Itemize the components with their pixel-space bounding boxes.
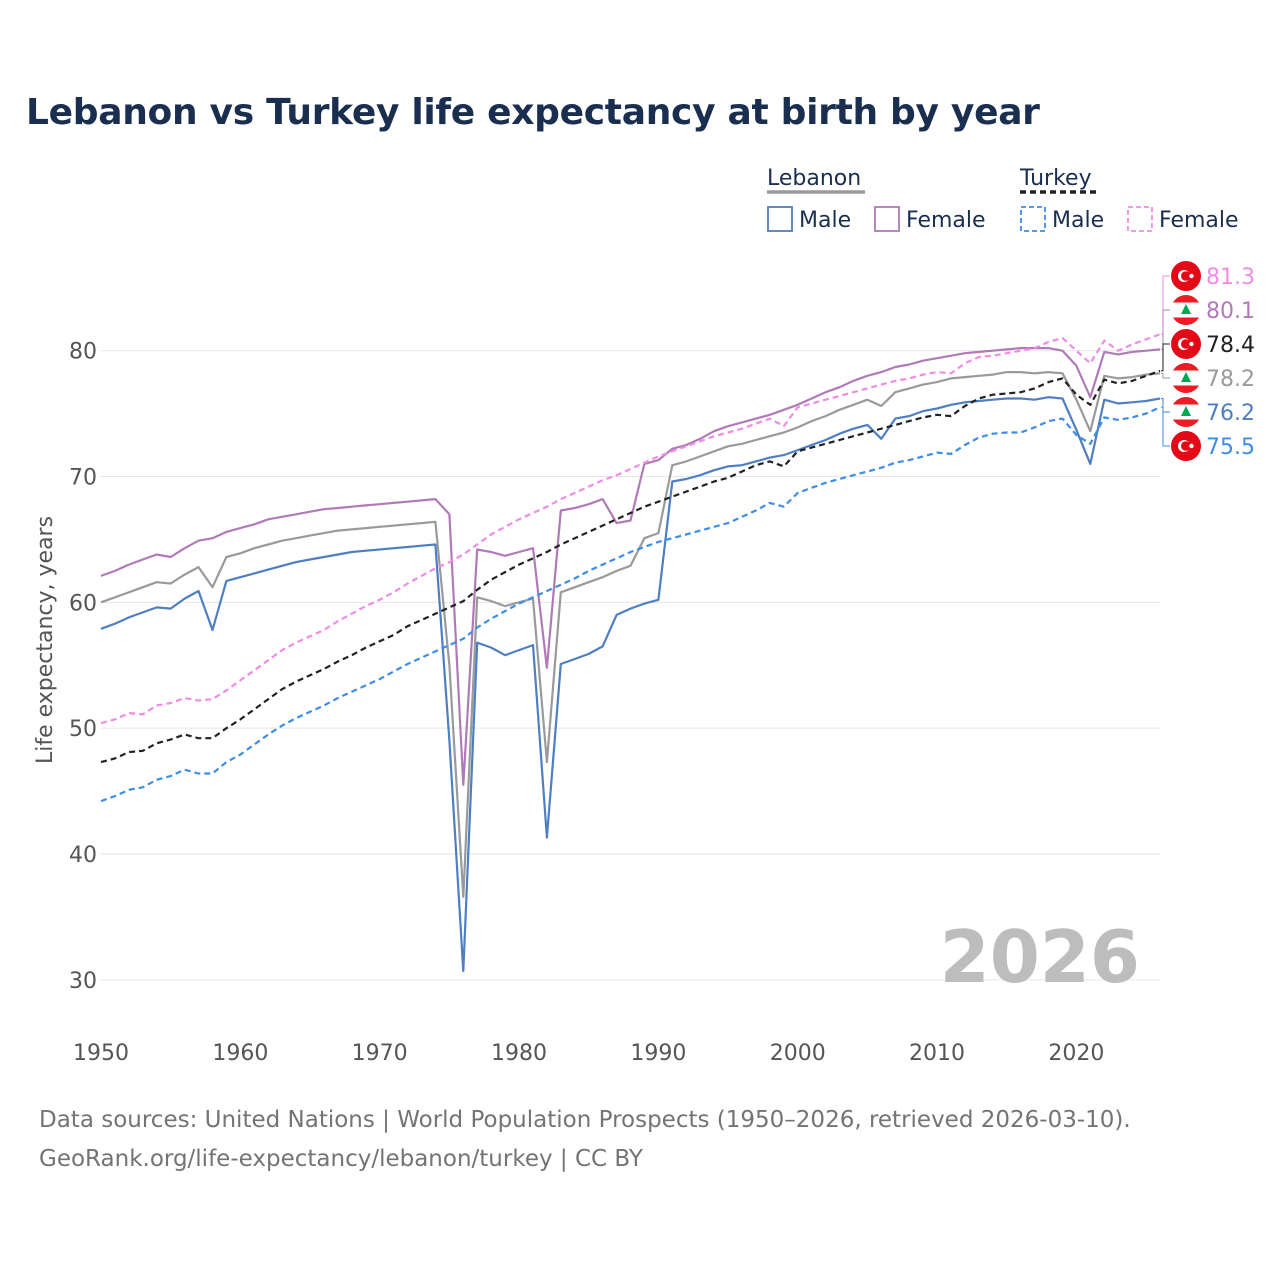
end-label-turkey-male: 75.5: [1206, 435, 1255, 460]
legend-swatch: [1020, 206, 1046, 232]
end-label-lebanon-male: 76.2: [1206, 401, 1255, 426]
year-watermark: 2026: [940, 915, 1140, 999]
legend: Lebanon Turkey Male Female Male Female: [767, 166, 1239, 233]
flag-red-top: [1171, 363, 1201, 371]
end-connector: [1161, 309, 1170, 350]
y-tick-label: 30: [69, 969, 97, 994]
legend-group-turkey: Turkey: [1019, 166, 1092, 191]
x-tick-label: 1960: [212, 1041, 268, 1066]
series-line-lebanon-male: [100, 396, 1161, 973]
flag-stripes: [1171, 295, 1201, 325]
end-connector: [1161, 398, 1170, 413]
end-label-turkey-female: 81.3: [1206, 265, 1255, 290]
x-tick-label: 1950: [73, 1041, 129, 1066]
flag-stripes: [1171, 363, 1201, 393]
turkey-flag-icon: [1171, 261, 1201, 291]
x-tick-label: 1970: [352, 1041, 408, 1066]
flag-red-top: [1171, 295, 1201, 303]
series-line-lebanon-total: [100, 371, 1161, 898]
cedar: [1181, 372, 1191, 382]
x-tick-label: 2000: [770, 1041, 826, 1066]
x-tick-label: 1990: [630, 1041, 686, 1066]
cedar: [1181, 406, 1191, 416]
data-source-note: Data sources: United Nations | World Pop…: [39, 1107, 1131, 1133]
star: [1189, 341, 1194, 347]
end-label-lebanon-total: 78.2: [1206, 367, 1255, 392]
series-line-turkey-female: [100, 333, 1161, 725]
end-label-turkey-total: 78.4: [1206, 333, 1255, 358]
turkey-flag-icon: [1171, 431, 1201, 461]
legend-item-female: Female: [906, 208, 986, 233]
crescent-inner: [1181, 339, 1191, 349]
x-tick-label: 2010: [909, 1041, 965, 1066]
flag-red-bottom: [1171, 385, 1201, 393]
x-tick-label: 1980: [491, 1041, 547, 1066]
legend-swatch: [874, 206, 900, 232]
cedar: [1181, 304, 1191, 314]
y-tick-label: 80: [69, 340, 97, 365]
end-connector: [1161, 372, 1170, 379]
legend-item-male: Male: [799, 208, 851, 233]
x-tick-label: 2020: [1048, 1041, 1104, 1066]
axes: Life expectancy, years 30 40 50 60 70 80 1950 1…: [33, 340, 1104, 1066]
series-line-lebanon-female: [100, 347, 1161, 786]
flag-red-top: [1171, 397, 1201, 405]
crescent-inner: [1181, 271, 1191, 281]
end-connector: [1161, 406, 1170, 447]
attribution-link[interactable]: GeoRank.org/life-expectancy/lebanon/turk…: [39, 1146, 643, 1172]
end-labels: 81.3 80.1 78.4 78.2 76.2 75.5: [1161, 261, 1255, 461]
chart-title: Lebanon vs Turkey life expectancy at bir…: [26, 92, 1040, 133]
y-tick-label: 60: [69, 591, 97, 616]
series-line-turkey-total: [100, 369, 1161, 764]
end-label-lebanon-female: 80.1: [1206, 299, 1255, 324]
legend-item-female: Female: [1159, 208, 1239, 233]
series-lines: [100, 333, 1161, 973]
crescent-inner: [1181, 441, 1191, 451]
legend-swatch: [767, 206, 793, 232]
legend-swatch: [1127, 206, 1153, 232]
series-line-turkey-male: [100, 406, 1161, 803]
star: [1189, 273, 1194, 279]
end-connector: [1161, 275, 1170, 335]
flag-red-bottom: [1171, 317, 1201, 325]
y-tick-label: 50: [69, 717, 97, 742]
y-axis-label: Life expectancy, years: [33, 516, 58, 764]
end-connector: [1161, 343, 1170, 372]
legend-item-male: Male: [1052, 208, 1104, 233]
flag-stripes: [1171, 397, 1201, 427]
star: [1189, 443, 1194, 449]
lebanon-flag-icon: [1171, 397, 1201, 427]
y-tick-label: 70: [69, 466, 97, 491]
y-tick-label: 40: [69, 843, 97, 868]
turkey-flag-icon: [1171, 329, 1201, 359]
legend-group-lebanon: Lebanon: [767, 166, 861, 191]
lebanon-flag-icon: [1171, 295, 1201, 325]
lebanon-flag-icon: [1171, 363, 1201, 393]
flag-red-bottom: [1171, 419, 1201, 427]
